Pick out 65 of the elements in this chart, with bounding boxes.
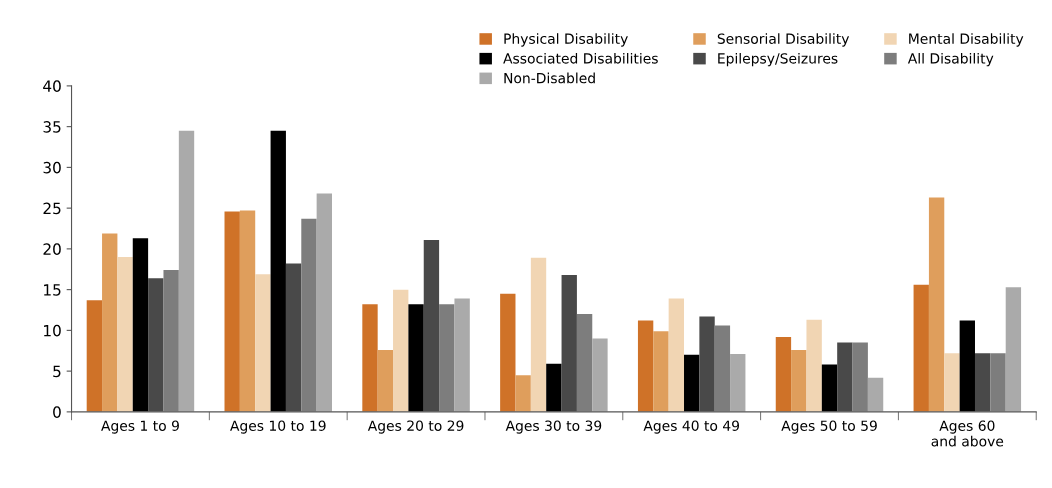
legend-label: Epilepsy/Seizures <box>718 52 838 67</box>
y-tick-label: 40 <box>43 80 61 92</box>
bar <box>178 130 195 412</box>
x-tick-label: Ages 40 to 49 <box>643 420 740 434</box>
y-tick-label: 5 <box>53 365 61 378</box>
bar <box>928 197 945 412</box>
y-tick-label: 10 <box>44 324 61 337</box>
bar <box>224 211 240 412</box>
bar <box>791 349 807 412</box>
bar <box>316 193 332 412</box>
legend-label: Physical Disability <box>504 33 628 47</box>
bar <box>117 257 133 412</box>
x-tick-label: Ages 10 to 19 <box>230 420 326 434</box>
y-tick-label: 0 <box>53 406 61 418</box>
bar <box>102 233 118 412</box>
bar <box>730 354 746 412</box>
bar <box>714 325 731 412</box>
bar <box>637 320 654 412</box>
bar <box>990 353 1006 412</box>
bar <box>775 336 792 412</box>
bar <box>867 377 884 412</box>
x-tick-label: Ages 50 to 59 <box>781 420 877 434</box>
bar <box>393 289 409 412</box>
x-tick-label: Ages 60 and above <box>931 420 1004 447</box>
bar <box>530 257 547 412</box>
bar <box>592 338 608 412</box>
bar <box>132 238 149 412</box>
bar <box>944 353 960 412</box>
bar <box>913 284 929 412</box>
y-tick-label: 20 <box>43 243 61 255</box>
bar <box>852 342 868 412</box>
y-tick-label: 25 <box>43 202 61 215</box>
bar <box>959 320 975 412</box>
bar <box>255 274 271 412</box>
legend-label: All Disability <box>907 52 994 67</box>
bar <box>86 300 103 412</box>
legend-label: Sensorial Disability <box>717 33 850 47</box>
legend-label: Non-Disabled <box>504 72 595 84</box>
bar <box>270 130 286 412</box>
bar <box>439 304 455 412</box>
bar <box>668 298 685 412</box>
bar <box>239 210 256 412</box>
legend-label: Associated Disabilities <box>503 52 658 64</box>
bar <box>1005 287 1022 412</box>
y-tick-label: 15 <box>44 284 61 296</box>
bar <box>362 304 378 412</box>
bar <box>806 319 822 412</box>
bar <box>821 364 838 412</box>
x-tick-label: Ages 1 to 9 <box>101 420 179 434</box>
legend-label: Mental Disability <box>909 33 1024 47</box>
bar <box>653 331 669 412</box>
bar <box>500 293 516 412</box>
bar <box>163 270 179 412</box>
bar <box>576 314 593 412</box>
bar <box>301 218 317 412</box>
bar <box>684 354 700 412</box>
bar <box>546 363 562 412</box>
bar <box>408 304 424 412</box>
bar <box>377 349 394 412</box>
bar <box>515 375 531 412</box>
y-tick-label: 30 <box>43 161 61 174</box>
bar <box>454 298 470 412</box>
y-tick-label: 35 <box>43 121 61 133</box>
x-tick-label: Ages 20 to 29 <box>367 420 464 434</box>
x-tick-label: Ages 30 to 39 <box>505 420 602 434</box>
